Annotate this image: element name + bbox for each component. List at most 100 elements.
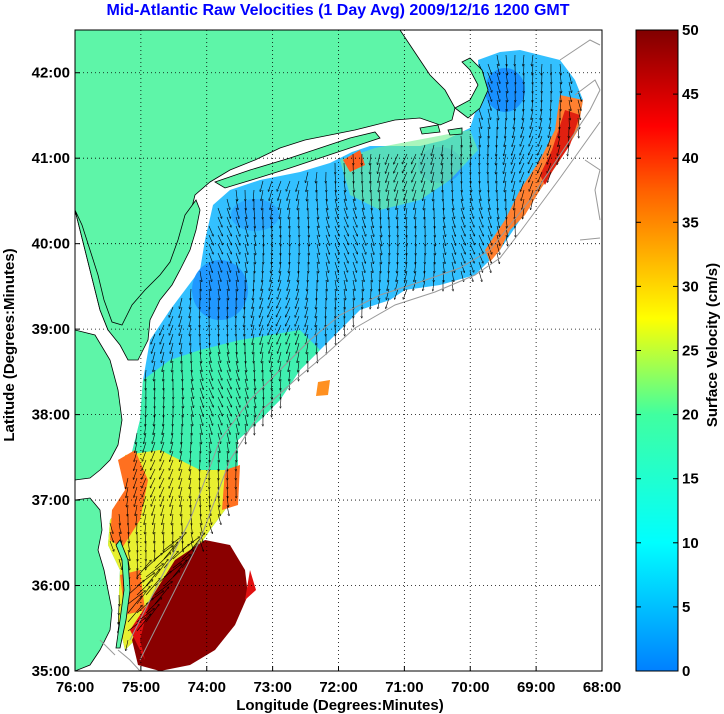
bathymetry-contours (99, 39, 601, 671)
velocity-arrow (160, 324, 165, 335)
velocity-arrow (218, 324, 219, 336)
velocity-arrow (406, 252, 408, 264)
velocity-arrow (160, 459, 165, 470)
velocity-arrow (317, 342, 318, 354)
velocity-arrow (334, 261, 338, 273)
velocity-arrow (377, 153, 381, 165)
velocity-arrow (235, 279, 238, 291)
velocity-arrow (145, 604, 159, 623)
velocity-arrow (503, 162, 507, 174)
velocity-arrow (424, 207, 425, 219)
velocity-arrow (487, 90, 492, 101)
velocity-arrow (154, 414, 156, 426)
velocity-arrow (154, 553, 171, 569)
velocity-arrow (325, 234, 330, 245)
velocity-arrow (403, 288, 408, 299)
velocity-arrow (199, 468, 200, 480)
velocity-arrow (411, 162, 417, 173)
velocity-arrow (504, 171, 507, 183)
velocity-arrow (244, 270, 246, 282)
velocity-arrow (460, 261, 464, 273)
velocity-arrow (577, 108, 580, 120)
velocity-arrow (520, 153, 525, 164)
velocity-arrow (189, 477, 192, 489)
velocity-arrow (325, 315, 326, 327)
velocity-arrow (286, 288, 291, 299)
velocity-arrow (208, 387, 213, 398)
velocity-arrow (199, 378, 203, 390)
velocity-arrow (253, 216, 255, 228)
velocity-arrow (325, 207, 329, 219)
velocity-arrow (235, 432, 238, 444)
velocity-arrow (270, 351, 273, 363)
velocity-arrow (506, 99, 507, 111)
velocity-arrow (451, 198, 454, 210)
velocity-vectors (109, 54, 582, 651)
velocity-arrow (316, 243, 319, 255)
velocity-arrow (305, 315, 309, 327)
velocity-arrow (217, 504, 220, 516)
velocity-arrow (145, 369, 146, 381)
velocity-arrow (487, 252, 492, 263)
velocity-arrow (380, 207, 381, 219)
velocity-arrow (163, 531, 164, 543)
velocity-arrow (344, 315, 345, 327)
velocity-arrow (226, 279, 229, 291)
velocity-arrow (217, 450, 219, 462)
velocity-arrow (263, 243, 264, 255)
lat-tick-label: 38:00 (32, 407, 70, 424)
velocity-arrow (334, 198, 338, 210)
velocity-arrow (217, 360, 221, 372)
velocity-arrow (142, 459, 147, 470)
velocity-arrow (263, 396, 264, 408)
velocity-arrow (227, 297, 228, 309)
velocity-arrow (162, 513, 165, 525)
velocity-arrow (514, 198, 516, 210)
colorbar-label: Surface Velocity (cm/s) (704, 263, 721, 427)
velocity-arrow (118, 513, 120, 525)
velocity-arrow (547, 153, 552, 164)
velocity-arrow (235, 360, 239, 372)
velocity-arrow (244, 423, 247, 435)
velocity-arrow (469, 198, 473, 210)
velocity-arrow (405, 207, 408, 219)
velocity-arrow (343, 270, 347, 282)
velocity-arrow (547, 171, 552, 182)
velocity-arrow (334, 252, 339, 263)
velocity-arrow (118, 522, 121, 534)
velocity-arrow (370, 234, 374, 246)
velocity-arrow (538, 135, 543, 146)
velocity-arrow (127, 531, 129, 543)
velocity-arrow (244, 261, 247, 273)
velocity-arrow (189, 324, 192, 336)
velocity-arrow (217, 351, 221, 363)
velocity-arrow (307, 279, 309, 291)
velocity-arrow (199, 414, 203, 426)
velocity-arrow (352, 216, 357, 227)
longitude-ticks: 76:00 75:00 74:00 73:00 72:00 71:00 70:00 69:00… (56, 666, 621, 696)
velocity-arrow (226, 216, 231, 227)
velocity-arrow (317, 198, 318, 210)
velocity-arrow (151, 342, 156, 353)
velocity-arrow (469, 135, 471, 147)
velocity-arrow (433, 225, 435, 237)
velocity-arrow (335, 171, 336, 183)
velocity-arrow (325, 279, 327, 291)
velocity-arrow (396, 270, 399, 282)
velocity-arrow (161, 432, 165, 444)
velocity-arrow (478, 198, 482, 210)
velocity-arrow (180, 441, 183, 453)
velocity-arrow (478, 108, 482, 120)
velocity-arrow (217, 396, 223, 407)
velocity-arrow (361, 279, 363, 291)
velocity-arrow (548, 126, 552, 138)
velocity-arrow (200, 342, 201, 354)
velocity-arrow (512, 171, 516, 183)
velocity-arrow (540, 117, 543, 129)
velocity-field-orange-patches (110, 450, 240, 615)
velocity-arrow (136, 598, 153, 614)
velocity-arrow (145, 569, 160, 587)
velocity-arrow (469, 243, 475, 254)
velocity-arrow (478, 225, 484, 236)
velocity-arrow (244, 369, 247, 381)
